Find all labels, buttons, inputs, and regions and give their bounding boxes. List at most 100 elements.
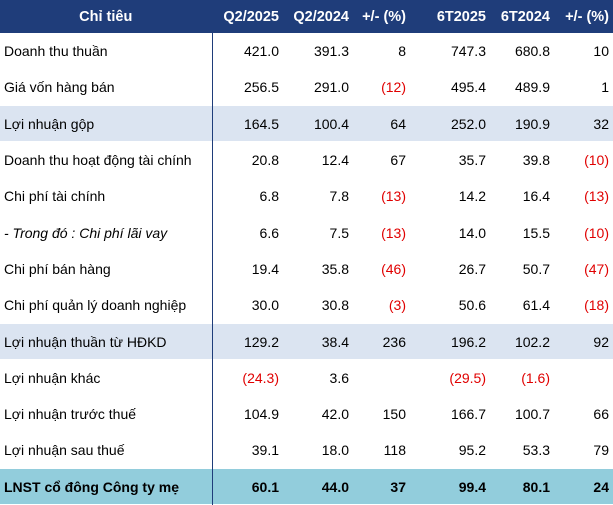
cell-q2-2025: 6.8 <box>259 188 279 205</box>
table-body: Doanh thu thuần 421.0 391.3 8 747.3 680.8 10 Gi… <box>0 33 613 505</box>
cell-spacer <box>410 69 418 105</box>
cell-q2-2024: 100.4 <box>313 115 349 132</box>
cell-q2-2024: 30.8 <box>321 297 349 314</box>
cell-q2-2025: 256.5 <box>243 79 279 96</box>
cell-q2-2024: 12.4 <box>321 152 349 169</box>
cell-spacer <box>410 178 418 214</box>
header-q2-2025: Q2/2025 <box>223 8 279 25</box>
cell-h-change <box>554 360 613 396</box>
cell-q2-2025: 19.4 <box>251 260 279 277</box>
header-6t2024: 6T2024 <box>500 8 550 25</box>
cell-q-change: 150 <box>382 406 406 423</box>
cell-6t2024: 190.9 <box>514 115 550 132</box>
cell-q-change: 118 <box>383 442 406 459</box>
table-row: Lợi nhuận gộp 164.5 100.4 64 252.0 190.9 32 <box>0 105 613 142</box>
cell-spacer <box>410 142 418 178</box>
row-label: Lợi nhuận thuần từ HĐKD <box>0 323 213 360</box>
cell-6t2024: 100.7 <box>514 406 550 423</box>
cell-q2-2024: 7.5 <box>329 224 349 241</box>
cell-q-change: (13) <box>381 224 406 241</box>
table-row: Giá vốn hàng bán 256.5 291.0 (12) 495.4 489.9… <box>0 69 613 106</box>
cell-6t2024: 680.8 <box>514 42 550 59</box>
cell-6t2025: 747.3 <box>450 42 486 59</box>
cell-h-change: 79 <box>593 442 609 459</box>
cell-q2-2024: 291.0 <box>313 79 349 96</box>
table-row: Chi phí quản lý doanh nghiệp 30.0 30.8 (3) 5… <box>0 287 613 324</box>
cell-6t2024: 80.1 <box>522 478 550 495</box>
cell-h-change: 92 <box>593 333 609 350</box>
cell-h-change: (13) <box>584 188 609 205</box>
row-label: Doanh thu thuần <box>0 33 213 70</box>
header-spacer <box>410 0 418 33</box>
cell-6t2024: 15.5 <box>522 224 550 241</box>
header-q2-2024: Q2/2024 <box>293 8 349 25</box>
cell-spacer <box>410 251 418 287</box>
cell-6t2024: 102.2 <box>514 333 550 350</box>
cell-h-change: (10) <box>584 224 609 241</box>
cell-6t2024: 489.9 <box>514 79 550 96</box>
cell-q-change: 37 <box>390 478 406 495</box>
cell-6t2025: 14.0 <box>458 224 486 241</box>
cell-q2-2025: 30.0 <box>251 297 279 314</box>
cell-q2-2024: 7.8 <box>329 188 349 205</box>
table-row: LNST cổ đông Công ty mẹ 60.1 44.0 37 99.4 80.… <box>0 468 613 505</box>
cell-spacer <box>410 360 418 396</box>
table-row: Doanh thu hoạt động tài chính 20.8 12.4 67 3… <box>0 141 613 179</box>
row-label: Chi phí quản lý doanh nghiệp <box>0 287 213 324</box>
cell-q2-2025: 104.9 <box>243 406 279 423</box>
cell-q2-2024: 42.0 <box>321 406 349 423</box>
header-q-change: +/- (%) <box>362 8 406 25</box>
cell-6t2025: 196.2 <box>450 333 486 350</box>
table-header: Chỉ tiêu Q2/2025 Q2/2024 +/- (%) 6T2025 … <box>0 0 613 33</box>
cell-spacer <box>410 396 418 432</box>
row-label: - Trong đó : Chi phí lãi vay <box>0 214 213 251</box>
cell-q2-2025: 60.1 <box>251 478 279 495</box>
header-h-change: +/- (%) <box>565 8 609 25</box>
cell-6t2025: (29.5) <box>449 369 486 386</box>
cell-h-change: 24 <box>593 478 609 495</box>
cell-6t2025: 252.0 <box>450 115 486 132</box>
table-row: Lợi nhuận thuần từ HĐKD 129.2 38.4 236 196.2… <box>0 323 613 360</box>
row-label: Lợi nhuận khác <box>0 359 213 396</box>
cell-h-change: (10) <box>584 152 609 169</box>
cell-6t2025: 95.2 <box>458 442 486 459</box>
cell-q2-2024: 44.0 <box>321 478 349 495</box>
header-row: Chỉ tiêu Q2/2025 Q2/2024 +/- (%) 6T2025 … <box>0 0 613 33</box>
table-row: - Trong đó : Chi phí lãi vay 6.6 7.5 (13) 14… <box>0 214 613 251</box>
cell-q2-2024: 391.3 <box>313 42 349 59</box>
row-label: Chi phí tài chính <box>0 178 213 215</box>
cell-q2-2025: 129.2 <box>243 333 279 350</box>
row-label: Lợi nhuận trước thuế <box>0 395 213 433</box>
cell-6t2024: 50.7 <box>522 260 550 277</box>
cell-q-change: 64 <box>390 115 406 132</box>
cell-6t2024: (1.6) <box>521 369 550 386</box>
cell-q2-2024: 18.0 <box>321 442 349 459</box>
cell-q2-2025: 39.1 <box>251 442 279 459</box>
cell-6t2025: 99.4 <box>458 478 486 495</box>
cell-6t2024: 53.3 <box>522 442 550 459</box>
cell-6t2024: 61.4 <box>522 297 550 314</box>
row-label: Doanh thu hoạt động tài chính <box>0 141 213 179</box>
cell-h-change: 32 <box>593 115 609 132</box>
cell-q-change: 8 <box>398 42 406 59</box>
header-6t2025: 6T2025 <box>436 8 486 25</box>
cell-6t2025: 14.2 <box>458 188 486 205</box>
cell-spacer <box>410 106 418 142</box>
row-label: Chi phí bán hàng <box>0 250 213 288</box>
row-label: Lợi nhuận sau thuế <box>0 432 213 469</box>
cell-q-change: (13) <box>381 188 406 205</box>
cell-q-change: (12) <box>381 79 406 96</box>
cell-q-change: 236 <box>382 333 406 350</box>
cell-q2-2024: 35.8 <box>321 260 349 277</box>
cell-spacer <box>410 287 418 323</box>
table-row: Lợi nhuận khác (24.3) 3.6 (29.5) (1.6) <box>0 359 613 396</box>
cell-h-change: 66 <box>593 406 609 423</box>
table-row: Chi phí bán hàng 19.4 35.8 (46) 26.7 50.7 (47) <box>0 250 613 288</box>
cell-h-change: 10 <box>593 42 609 59</box>
cell-h-change: 1 <box>601 79 609 96</box>
cell-q2-2025: 164.5 <box>243 115 279 132</box>
cell-h-change: (47) <box>584 260 609 277</box>
cell-6t2025: 26.7 <box>458 260 486 277</box>
cell-q2-2024: 3.6 <box>329 369 349 386</box>
